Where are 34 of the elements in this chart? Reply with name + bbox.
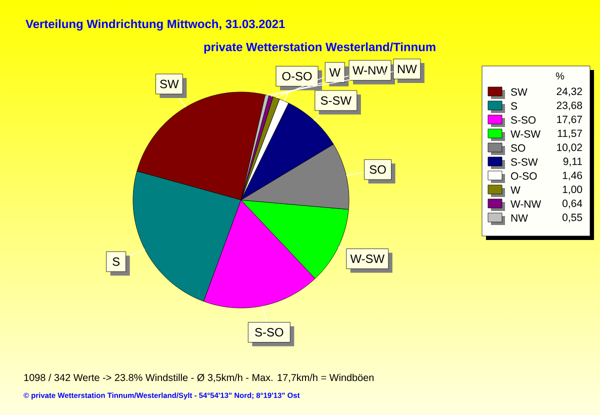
slice-label: W-NW — [352, 66, 388, 74]
data-label: 1,46 — [562, 172, 582, 180]
data-label: 9,11 — [563, 158, 582, 166]
chart-subtitle: private Wetterstation Westerland/Tinnum — [204, 42, 436, 54]
chart-title: Verteilung Windrichtung Mittwoch, 31.03.2021 — [26, 19, 285, 31]
slice-label: W-SW — [350, 254, 384, 263]
data-label: 1,00 — [562, 186, 582, 194]
data-label: 24,32 — [556, 88, 582, 96]
legend-label: W-NW — [510, 200, 542, 208]
text: 1098 / 342 Werte -> 23.8% Windstille - Ø 3,5km/h - Max. 17,7km/h = Windböen — [24, 374, 374, 382]
slice-label: S-SW — [320, 96, 352, 105]
legend-label: S-SO — [510, 116, 536, 124]
data-label: 10,02 — [557, 144, 582, 152]
legend-label: SW — [510, 88, 528, 96]
slice-label: S-SO — [255, 328, 284, 336]
slice-label: W — [329, 68, 340, 77]
slice-label: S — [112, 257, 120, 266]
legend-label: W — [510, 186, 520, 194]
legend-label: O-SO — [511, 172, 537, 180]
data-label: 17,67 — [557, 116, 582, 124]
slice-label: SO — [370, 165, 386, 174]
legend-label: W-SW — [510, 130, 540, 138]
slice-label: SW — [160, 80, 179, 88]
slice-label: NW — [398, 64, 417, 74]
data-label: 0,64 — [562, 200, 582, 208]
slice-label: O-SO — [282, 72, 312, 80]
data-label: 11,57 — [558, 130, 582, 138]
legend-label: S-SW — [510, 158, 538, 166]
data-label: 23,68 — [556, 102, 582, 110]
legend-label: S — [510, 102, 518, 110]
legend-label: SO — [510, 144, 526, 152]
legend-title: % — [556, 72, 564, 80]
legend-label: NW — [511, 214, 528, 222]
data-label: 0,55 — [562, 214, 582, 222]
